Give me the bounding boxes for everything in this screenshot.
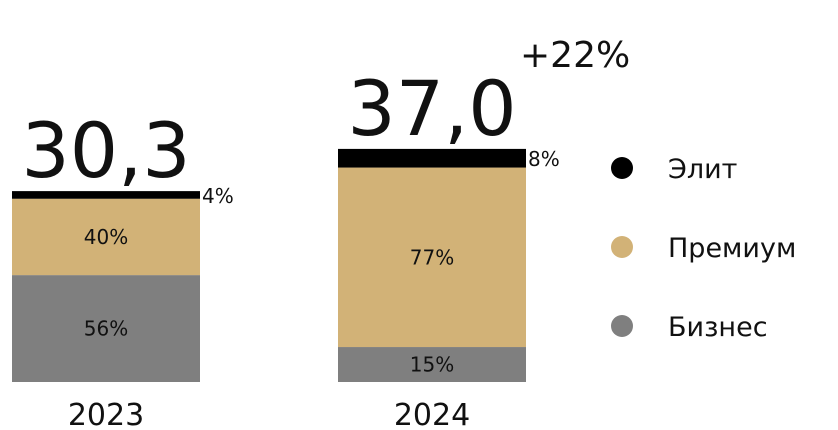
legend-label-business: Бизнес [668,312,768,343]
segment-label-premium-2024: 77% [410,245,454,269]
segment-label-premium-2023: 40% [84,225,128,249]
category-label-2024: 2024 [394,398,470,430]
segment-label-elite-2023: 4% [202,184,234,208]
bar-segment-elite-2023 [12,191,200,199]
legend-marker-premium [611,236,633,258]
bar-segment-elite-2024 [338,148,526,168]
bar-segment-premium-2023 [12,198,200,276]
bar-segment-premium-2024 [338,167,526,348]
segment-label-business-2024: 15% [410,353,454,377]
bar-segment-business-2023 [12,275,200,382]
segment-label-business-2023: 56% [84,317,128,341]
total-label-2024: 37,0 [347,64,516,153]
category-label-2023: 2023 [68,398,144,430]
bar-segment-business-2024 [338,347,526,382]
total-label-2023: 30,3 [21,106,190,195]
legend-marker-business [611,315,633,337]
legend-label-elite: Элит [668,154,737,185]
legend-label-premium: Премиум [668,233,796,264]
growth-label: +22% [520,35,630,76]
segment-label-elite-2024: 8% [528,147,560,171]
legend-marker-elite [611,157,633,179]
